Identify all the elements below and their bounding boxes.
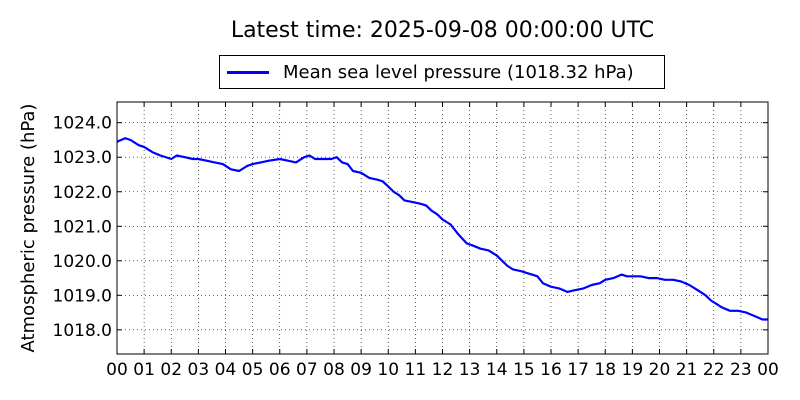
x-tick-label: 13 — [459, 360, 481, 380]
x-tick-label: 18 — [594, 360, 616, 380]
legend-line-swatch — [227, 70, 269, 74]
y-tick-label: 1022.0 — [53, 183, 112, 203]
y-tick-label: 1021.0 — [53, 217, 112, 237]
x-tick-label: 07 — [296, 360, 318, 380]
y-tick-label: 1020.0 — [53, 252, 112, 272]
x-tick-label: 11 — [405, 360, 427, 380]
x-tick-label: 12 — [432, 360, 454, 380]
x-tick-label: 21 — [676, 360, 698, 380]
pressure-series-line — [116, 137, 768, 321]
x-tick-label: 03 — [188, 360, 210, 380]
x-tick-label: 06 — [269, 360, 291, 380]
x-tick-label: 14 — [486, 360, 508, 380]
y-tick-label: 1019.0 — [53, 286, 112, 306]
x-tick-label: 04 — [215, 360, 237, 380]
y-tick-label: 1023.0 — [53, 148, 112, 168]
series-layer — [116, 137, 768, 321]
x-tick-label: 19 — [622, 360, 644, 380]
chart-title: Latest time: 2025-09-08 00:00:00 UTC — [230, 18, 655, 43]
x-tick-label: 00 — [106, 360, 128, 380]
tick-layer: 00 01 02 03 04 05 06 07 08 09 10 11 12 13 14 15 16 17 18 19… — [53, 102, 779, 380]
x-tick-label: 16 — [540, 360, 562, 380]
y-tick-label: 1018.0 — [53, 321, 112, 341]
x-tick-label: 22 — [703, 360, 725, 380]
x-tick-label: 08 — [323, 360, 345, 380]
x-tick-label: 17 — [567, 360, 589, 380]
x-tick-label: 05 — [242, 360, 264, 380]
x-tick-label: 00 — [757, 360, 779, 380]
x-tick-label: 10 — [377, 360, 399, 380]
x-tick-label: 20 — [649, 360, 671, 380]
x-tick-label: 09 — [350, 360, 372, 380]
x-tick-label: 01 — [133, 360, 155, 380]
y-tick-label: 1024.0 — [53, 114, 112, 134]
legend: Mean sea level pressure (1018.32 hPa) — [219, 55, 665, 89]
x-tick-label: 02 — [160, 360, 182, 380]
x-tick-label: 23 — [730, 360, 752, 380]
plot-frame — [116, 101, 769, 355]
legend-label: Mean sea level pressure (1018.32 hPa) — [283, 61, 634, 83]
grid-layer — [117, 102, 768, 354]
y-axis-label: Atmospheric pressure (hPa) — [18, 104, 39, 353]
x-tick-label: 15 — [513, 360, 535, 380]
